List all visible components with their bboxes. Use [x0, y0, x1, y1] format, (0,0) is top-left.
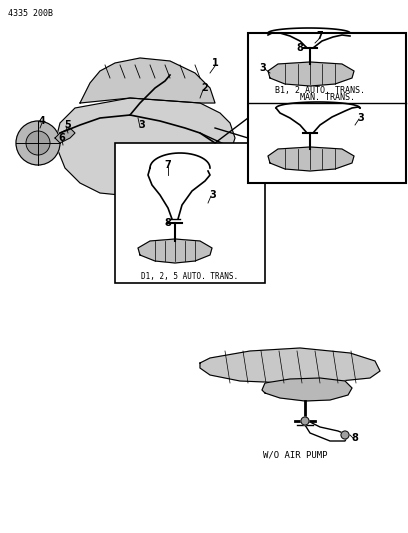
Text: W/O AIR PUMP: W/O AIR PUMP — [263, 450, 327, 459]
Text: 3: 3 — [259, 63, 266, 73]
Bar — [115, 143, 265, 283]
Circle shape — [16, 121, 60, 165]
Text: MAN. TRANS.: MAN. TRANS. — [299, 93, 355, 101]
Bar — [248, 33, 406, 183]
Text: 4335 200B: 4335 200B — [8, 9, 53, 18]
Polygon shape — [80, 58, 215, 103]
Text: B1, 2 AUTO. TRANS.: B1, 2 AUTO. TRANS. — [275, 85, 365, 94]
Circle shape — [341, 431, 349, 439]
Text: 8: 8 — [164, 218, 171, 228]
Text: 5: 5 — [64, 120, 71, 130]
Polygon shape — [268, 62, 354, 86]
Text: 6: 6 — [59, 133, 65, 143]
Polygon shape — [138, 239, 212, 263]
Text: 3: 3 — [210, 190, 216, 200]
Text: 4: 4 — [39, 116, 45, 126]
Polygon shape — [55, 128, 75, 143]
Text: 7: 7 — [317, 31, 324, 41]
Polygon shape — [268, 147, 354, 171]
Text: 8: 8 — [352, 433, 359, 443]
Circle shape — [301, 417, 309, 425]
Polygon shape — [200, 348, 380, 383]
Text: 2: 2 — [202, 83, 208, 93]
Circle shape — [26, 131, 50, 155]
Text: 8: 8 — [297, 43, 304, 53]
Polygon shape — [55, 98, 235, 195]
Text: 3: 3 — [139, 120, 145, 130]
Text: 7: 7 — [164, 160, 171, 170]
Text: 1: 1 — [212, 58, 218, 68]
Text: D1, 2, 5 AUTO. TRANS.: D1, 2, 5 AUTO. TRANS. — [142, 272, 239, 281]
Text: 3: 3 — [358, 113, 364, 123]
Polygon shape — [262, 378, 352, 401]
